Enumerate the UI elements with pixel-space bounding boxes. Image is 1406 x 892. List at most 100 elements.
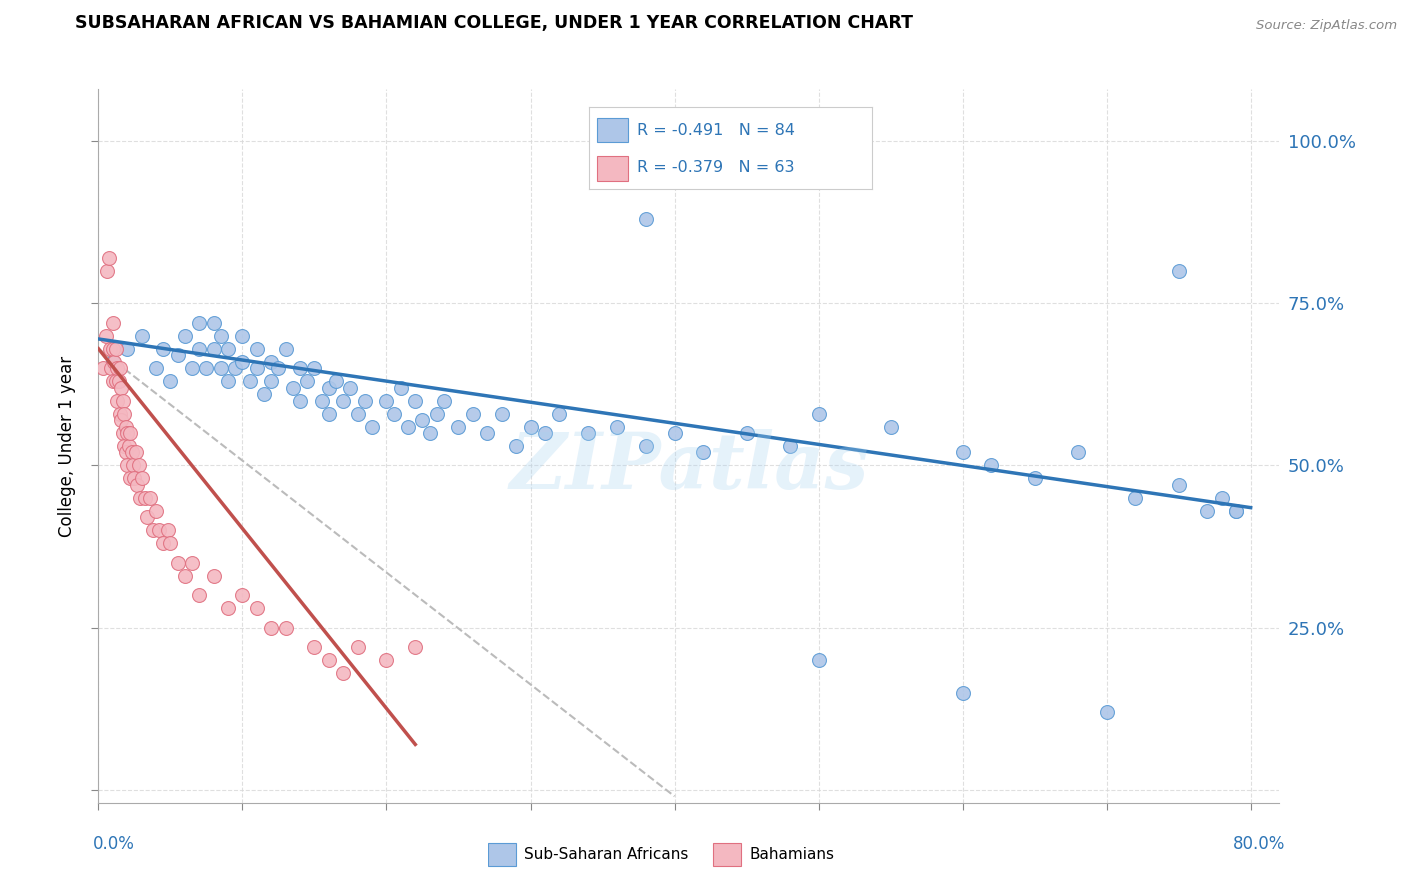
Y-axis label: College, Under 1 year: College, Under 1 year — [58, 355, 76, 537]
Point — [105, 361, 128, 376]
Point — [173, 568, 195, 582]
Point — [288, 361, 311, 376]
Point — [139, 491, 162, 505]
Point — [246, 342, 269, 356]
Point — [318, 653, 340, 667]
Point — [231, 328, 253, 343]
Point — [108, 361, 131, 376]
Point — [1067, 445, 1090, 459]
Point — [433, 393, 456, 408]
Point — [121, 445, 143, 459]
Point — [148, 524, 170, 538]
Point — [411, 413, 433, 427]
Point — [142, 524, 165, 538]
Text: ZIPatlas: ZIPatlas — [509, 429, 869, 506]
Point — [114, 445, 136, 459]
Point — [404, 640, 426, 654]
Point — [807, 407, 830, 421]
Point — [120, 471, 142, 485]
Point — [103, 354, 125, 368]
Point — [461, 407, 484, 421]
Point — [332, 393, 354, 408]
Point — [107, 374, 129, 388]
Text: Source: ZipAtlas.com: Source: ZipAtlas.com — [1257, 19, 1398, 32]
Point — [152, 342, 174, 356]
Point — [332, 666, 354, 681]
Point — [125, 445, 148, 459]
Text: 0.0%: 0.0% — [93, 835, 135, 853]
Point — [246, 361, 269, 376]
Point — [1225, 504, 1247, 518]
Point — [101, 316, 124, 330]
Point — [159, 536, 181, 550]
Point — [156, 524, 179, 538]
Point — [96, 264, 118, 278]
Point — [361, 419, 384, 434]
Point — [274, 621, 297, 635]
Point — [1225, 504, 1247, 518]
Point — [1095, 705, 1118, 719]
Point — [159, 374, 181, 388]
Point — [664, 425, 686, 440]
Point — [131, 328, 153, 343]
Point — [217, 374, 239, 388]
Point — [231, 588, 253, 602]
Point — [346, 407, 368, 421]
Point — [239, 374, 262, 388]
Point — [104, 342, 127, 356]
Point — [318, 407, 340, 421]
Point — [98, 342, 121, 356]
Point — [260, 374, 283, 388]
Point — [136, 510, 159, 524]
Point — [217, 342, 239, 356]
Point — [209, 328, 232, 343]
Point — [1125, 491, 1147, 505]
Point — [100, 361, 122, 376]
Point — [110, 381, 132, 395]
Point — [375, 653, 398, 667]
Point — [346, 640, 368, 654]
Point — [145, 504, 167, 518]
Point — [120, 425, 142, 440]
Point — [339, 381, 361, 395]
Point — [105, 393, 128, 408]
Point — [354, 393, 377, 408]
Point — [267, 361, 290, 376]
Point — [152, 536, 174, 550]
Point — [419, 425, 441, 440]
Point — [426, 407, 449, 421]
Point — [404, 393, 426, 408]
Point — [304, 361, 326, 376]
Point — [202, 342, 225, 356]
Point — [128, 458, 150, 473]
Point — [634, 439, 657, 453]
Point — [111, 393, 134, 408]
Point — [325, 374, 347, 388]
Point — [281, 381, 304, 395]
Point — [124, 471, 146, 485]
Point — [97, 251, 120, 265]
Point — [134, 491, 156, 505]
Point — [209, 361, 232, 376]
Point — [297, 374, 319, 388]
Text: 80.0%: 80.0% — [1233, 835, 1285, 853]
Point — [491, 407, 513, 421]
Point — [389, 381, 412, 395]
Point — [879, 419, 901, 434]
Point — [519, 419, 541, 434]
Point — [576, 425, 599, 440]
Point — [94, 328, 117, 343]
Point — [101, 354, 124, 368]
Point — [224, 361, 246, 376]
Point — [108, 407, 131, 421]
Point — [534, 425, 557, 440]
Point — [188, 316, 211, 330]
Point — [1024, 471, 1046, 485]
Point — [375, 393, 398, 408]
Point — [181, 556, 204, 570]
Point — [114, 419, 136, 434]
Point — [112, 439, 135, 453]
Point — [606, 419, 628, 434]
Point — [260, 621, 283, 635]
Point — [260, 354, 283, 368]
